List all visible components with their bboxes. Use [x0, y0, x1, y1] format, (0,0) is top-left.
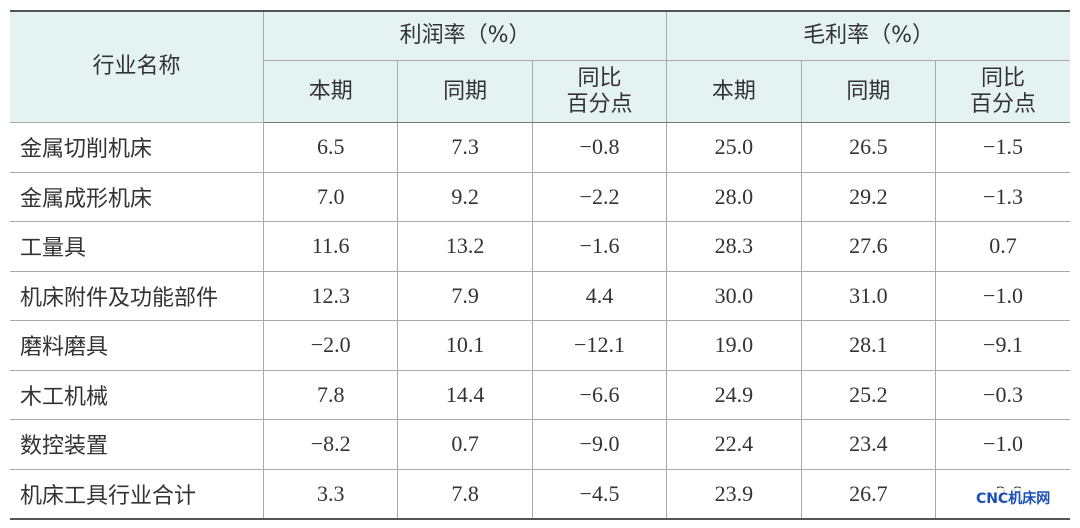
- cell: 0.7: [935, 221, 1070, 272]
- cell: 25.0: [666, 122, 802, 173]
- cell: 26.5: [800, 122, 937, 173]
- cell: 26.7: [800, 468, 937, 520]
- cell: −6.6: [531, 369, 668, 420]
- cell: 12.3: [262, 270, 399, 321]
- column-header: 同比 百分点: [935, 60, 1070, 123]
- cell: −0.3: [935, 369, 1070, 420]
- column-header: 同期: [397, 60, 533, 123]
- header-row: 行业名称 利润率（%） 毛利率（%）: [10, 10, 1070, 123]
- cell: −9.0: [531, 419, 668, 470]
- cell: −1.0: [935, 419, 1070, 470]
- row-label: 金属切削机床: [10, 122, 264, 173]
- cell: 7.8: [262, 369, 399, 420]
- cell: −9.1: [935, 320, 1070, 371]
- cell: 3.3: [262, 468, 399, 520]
- cell: 13.2: [397, 221, 533, 272]
- row-label: 机床附件及功能部件: [10, 270, 264, 321]
- row-label: 金属成形机床: [10, 171, 264, 222]
- cell: −2.0: [262, 320, 399, 371]
- row-label: 工量具: [10, 221, 264, 272]
- table-row: 机床附件及功能部件 12.3 7.9 4.4 30.0 31.0 −1.0: [10, 270, 1070, 321]
- cell: −1.5: [935, 122, 1070, 173]
- table-row: 数控装置 −8.2 0.7 −9.0 22.4 23.4 −1.0: [10, 419, 1070, 470]
- cell: 27.6: [800, 221, 937, 272]
- row-label: 木工机械: [10, 369, 264, 420]
- cell: 31.0: [800, 270, 937, 321]
- cell: −8.2: [262, 419, 399, 470]
- cell: 23.9: [666, 468, 802, 520]
- cell: 7.0: [262, 171, 399, 222]
- column-header: 本期: [666, 60, 802, 123]
- cell: 29.2: [800, 171, 937, 222]
- cell: −12.1: [531, 320, 668, 371]
- table-row: 金属切削机床 6.5 7.3 −0.8 25.0 26.5 −1.5: [10, 122, 1070, 173]
- subheader-row: 本期 同期 同比 百分点 本期 同期 同比 百分点: [10, 60, 1070, 123]
- cell: 11.6: [262, 221, 399, 272]
- data-table: 行业名称 利润率（%） 毛利率（%） 本期 同期 同比 百分点 本期 同期 同比 百分点 金属…: [10, 10, 1070, 520]
- cell: 7.9: [397, 270, 533, 321]
- corner-header: 行业名称: [10, 10, 264, 123]
- cell: −0.8: [531, 122, 668, 173]
- column-header: 同期: [800, 60, 937, 123]
- cell: 28.3: [666, 221, 802, 272]
- column-header: 本期: [263, 60, 399, 123]
- cell: −2.2: [531, 171, 668, 222]
- cell: 25.2: [800, 369, 937, 420]
- cell: 22.4: [666, 419, 802, 470]
- cell: 0.7: [397, 419, 533, 470]
- cell: 4.4: [531, 270, 668, 321]
- cell: 14.4: [397, 369, 533, 420]
- cell: 28.0: [666, 171, 802, 222]
- table-row: 磨料磨具 −2.0 10.1 −12.1 19.0 28.1 −9.1: [10, 320, 1070, 371]
- cell: 23.4: [800, 419, 937, 470]
- row-label: 数控装置: [10, 419, 264, 470]
- cell: 9.2: [397, 171, 533, 222]
- column-header: 同比 百分点: [531, 60, 668, 123]
- group-header: 利润率（%）: [262, 10, 668, 61]
- watermark: CNC机床网: [974, 488, 1053, 508]
- cell: −1.3: [935, 171, 1070, 222]
- cell: 24.9: [666, 369, 802, 420]
- cell: −1.6: [531, 221, 668, 272]
- cell: 7.3: [397, 122, 533, 173]
- cell: 30.0: [666, 270, 802, 321]
- cell: 7.8: [397, 468, 533, 520]
- cell: −1.0: [935, 270, 1070, 321]
- cell: 10.1: [397, 320, 533, 371]
- table-row: 金属成形机床 7.0 9.2 −2.2 28.0 29.2 −1.3: [10, 171, 1070, 222]
- table-row: 木工机械 7.8 14.4 −6.6 24.9 25.2 −0.3: [10, 369, 1070, 420]
- cell: 6.5: [262, 122, 399, 173]
- cell: −4.5: [531, 468, 668, 520]
- row-label: 机床工具行业合计: [10, 468, 264, 520]
- cell: 28.1: [800, 320, 937, 371]
- table-body: 金属切削机床 6.5 7.3 −0.8 25.0 26.5 −1.5 金属成形机床 7.0 9.2…: [10, 122, 1070, 520]
- group-header: 毛利率（%）: [666, 10, 1070, 61]
- cell: 19.0: [666, 320, 802, 371]
- row-label: 磨料磨具: [10, 320, 264, 371]
- table-row: 工量具 11.6 13.2 −1.6 28.3 27.6 0.7: [10, 221, 1070, 272]
